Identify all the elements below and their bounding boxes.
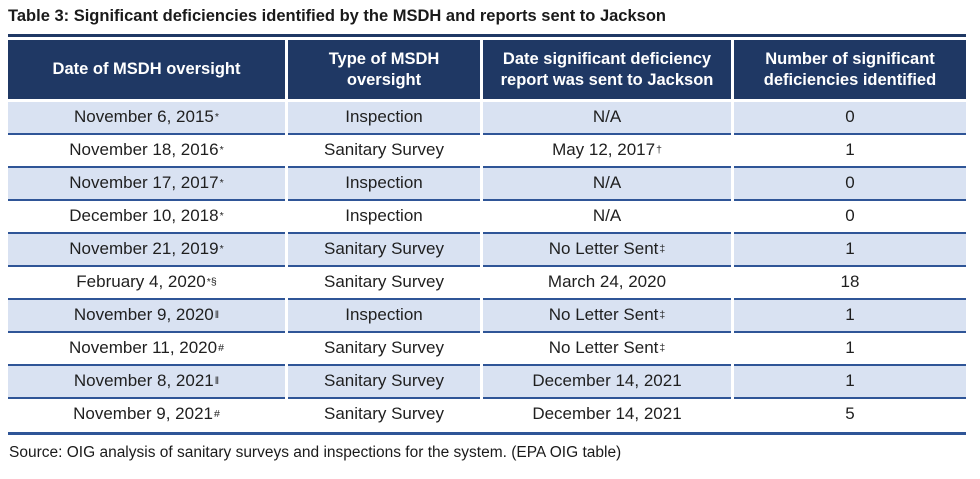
- column-header-report-sent-date: Date significant deficiency report was s…: [483, 40, 731, 99]
- cell-report-sent: N/A: [483, 102, 731, 135]
- cell-oversight-type: Inspection: [288, 102, 480, 135]
- cell-oversight-type: Sanitary Survey: [288, 333, 480, 366]
- table-row: November 6, 2015 * Inspection N/A 0: [8, 102, 966, 135]
- table-row: November 18, 2016 * Sanitary Survey May 12,…: [8, 135, 966, 168]
- column-header-type-of-oversight: Type of MSDH oversight: [288, 40, 480, 99]
- cell-deficiency-count: 5: [734, 399, 966, 430]
- cell-oversight-date: November 9, 2020 ‖: [8, 300, 285, 333]
- deficiencies-table: Date of MSDH oversight Type of MSDH over…: [8, 34, 966, 435]
- cell-deficiency-count: 18: [734, 267, 966, 300]
- column-header-deficiency-count: Number of significant deficiencies ident…: [734, 40, 966, 99]
- cell-oversight-type: Sanitary Survey: [288, 135, 480, 168]
- cell-report-sent: No Letter Sent ‡: [483, 300, 731, 333]
- cell-oversight-type: Inspection: [288, 300, 480, 333]
- table-header-row: Date of MSDH oversight Type of MSDH over…: [8, 40, 966, 99]
- source-note: Source: OIG analysis of sanitary surveys…: [9, 444, 622, 461]
- report-table-figure: Table 3: Significant deficiencies identi…: [8, 7, 966, 461]
- cell-oversight-date: November 9, 2021 #: [8, 399, 285, 430]
- cell-oversight-type: Inspection: [288, 168, 480, 201]
- cell-oversight-date: November 6, 2015 *: [8, 102, 285, 135]
- cell-deficiency-count: 0: [734, 102, 966, 135]
- cell-report-sent: March 24, 2020: [483, 267, 731, 300]
- table-body: November 6, 2015 * Inspection N/A 0 November …: [8, 102, 966, 430]
- cell-oversight-type: Sanitary Survey: [288, 234, 480, 267]
- cell-oversight-date: November 11, 2020 #: [8, 333, 285, 366]
- column-header-date-of-oversight: Date of MSDH oversight: [8, 40, 285, 99]
- table-row: November 8, 2021 ‖ Sanitary Survey December…: [8, 366, 966, 399]
- table-row: November 17, 2017 * Inspection N/A 0: [8, 168, 966, 201]
- cell-report-sent: N/A: [483, 201, 731, 234]
- table-row: November 9, 2021 # Sanitary Survey December…: [8, 399, 966, 430]
- cell-deficiency-count: 0: [734, 201, 966, 234]
- cell-oversight-type: Inspection: [288, 201, 480, 234]
- cell-oversight-date: November 17, 2017 *: [8, 168, 285, 201]
- cell-deficiency-count: 1: [734, 300, 966, 333]
- cell-oversight-type: Sanitary Survey: [288, 399, 480, 430]
- cell-report-sent: May 12, 2017 †: [483, 135, 731, 168]
- table-row: November 21, 2019 * Sanitary Survey No Lett…: [8, 234, 966, 267]
- cell-report-sent: December 14, 2021: [483, 366, 731, 399]
- cell-oversight-type: Sanitary Survey: [288, 366, 480, 399]
- cell-oversight-date: December 10, 2018 *: [8, 201, 285, 234]
- cell-oversight-date: November 21, 2019 *: [8, 234, 285, 267]
- table-row: November 9, 2020 ‖ Inspection No Letter Sen…: [8, 300, 966, 333]
- table-row: November 11, 2020 # Sanitary Survey No Lett…: [8, 333, 966, 366]
- cell-oversight-type: Sanitary Survey: [288, 267, 480, 300]
- cell-report-sent: No Letter Sent ‡: [483, 234, 731, 267]
- cell-report-sent: December 14, 2021: [483, 399, 731, 430]
- cell-deficiency-count: 1: [734, 234, 966, 267]
- table-row: February 4, 2020 *§ Sanitary Survey March 2…: [8, 267, 966, 300]
- cell-report-sent: N/A: [483, 168, 731, 201]
- table-row: December 10, 2018 * Inspection N/A 0: [8, 201, 966, 234]
- table-title: Table 3: Significant deficiencies identi…: [8, 7, 666, 25]
- cell-deficiency-count: 0: [734, 168, 966, 201]
- cell-oversight-date: November 8, 2021 ‖: [8, 366, 285, 399]
- cell-deficiency-count: 1: [734, 366, 966, 399]
- cell-oversight-date: November 18, 2016 *: [8, 135, 285, 168]
- cell-deficiency-count: 1: [734, 135, 966, 168]
- cell-deficiency-count: 1: [734, 333, 966, 366]
- cell-oversight-date: February 4, 2020 *§: [8, 267, 285, 300]
- cell-report-sent: No Letter Sent ‡: [483, 333, 731, 366]
